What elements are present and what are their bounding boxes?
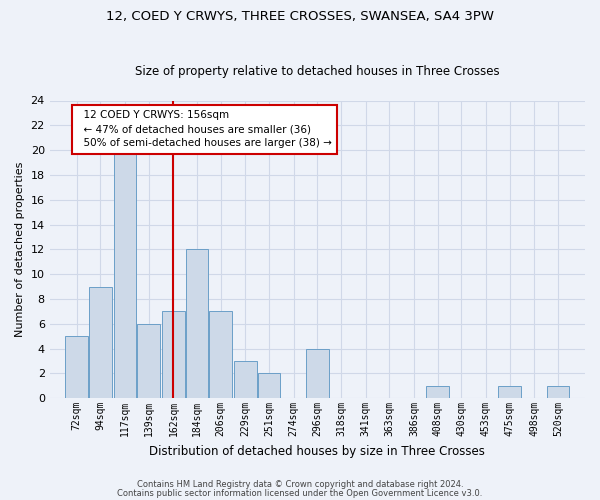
Bar (258, 374, 280, 398)
Text: Contains HM Land Registry data © Crown copyright and database right 2024.: Contains HM Land Registry data © Crown c… (137, 480, 463, 489)
Bar (162, 312, 185, 398)
Bar (209, 312, 232, 398)
Bar (137, 324, 160, 398)
Bar (65, 336, 88, 398)
X-axis label: Distribution of detached houses by size in Three Crosses: Distribution of detached houses by size … (149, 444, 485, 458)
Text: Contains public sector information licensed under the Open Government Licence v3: Contains public sector information licen… (118, 488, 482, 498)
Text: 12, COED Y CRWYS, THREE CROSSES, SWANSEA, SA4 3PW: 12, COED Y CRWYS, THREE CROSSES, SWANSEA… (106, 10, 494, 23)
Bar (186, 250, 208, 398)
Bar (234, 361, 257, 398)
Bar (306, 348, 329, 398)
Title: Size of property relative to detached houses in Three Crosses: Size of property relative to detached ho… (135, 66, 500, 78)
Bar (547, 386, 569, 398)
Bar (427, 386, 449, 398)
Bar (89, 286, 112, 398)
Bar (499, 386, 521, 398)
Y-axis label: Number of detached properties: Number of detached properties (15, 162, 25, 337)
Text: 12 COED Y CRWYS: 156sqm
  ← 47% of detached houses are smaller (36)
  50% of sem: 12 COED Y CRWYS: 156sqm ← 47% of detache… (77, 110, 332, 148)
Bar (114, 150, 136, 398)
